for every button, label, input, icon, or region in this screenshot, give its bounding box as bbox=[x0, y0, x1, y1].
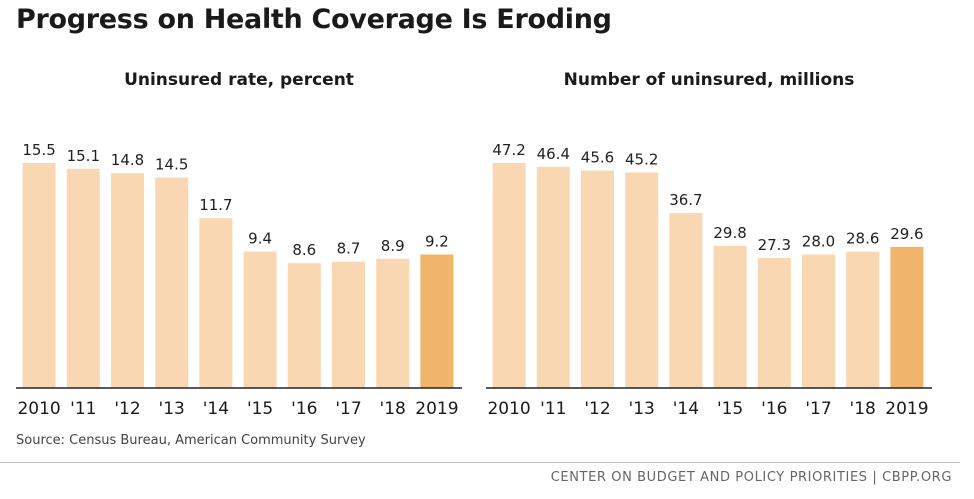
bar-4 bbox=[199, 218, 233, 388]
value-label-0: 15.5 bbox=[22, 141, 55, 159]
bar-7 bbox=[332, 261, 365, 388]
bar-2 bbox=[111, 173, 144, 388]
uninsured-count-plot: 47.2 2010 46.4 '11 45.6 '12 45.2 '13 36.7 '14 29.8… bbox=[486, 141, 932, 419]
bar-3 bbox=[155, 177, 189, 388]
x-tick-label-0: 2010 bbox=[487, 399, 530, 419]
x-tick-label-3: '13 bbox=[629, 399, 655, 419]
footer-divider bbox=[0, 462, 960, 463]
x-tick-label-4: '14 bbox=[203, 399, 229, 419]
value-label-1: 15.1 bbox=[67, 147, 100, 165]
bar-5 bbox=[243, 251, 277, 388]
uninsured-count-chart: Number of uninsured, millions 47.2 2010 46… bbox=[486, 60, 932, 419]
uninsured-rate-chart: Uninsured rate, percent 15.5 2010 15.1'11 1… bbox=[16, 60, 462, 419]
bar-4 bbox=[669, 213, 703, 388]
bar-2 bbox=[581, 170, 614, 388]
value-label-1: 46.4 bbox=[537, 145, 570, 163]
value-label-8: 28.6 bbox=[846, 230, 879, 248]
bar-3 bbox=[625, 172, 659, 388]
value-label-5: 9.4 bbox=[248, 230, 272, 248]
value-label-0: 47.2 bbox=[492, 141, 525, 159]
bar-9 bbox=[890, 246, 924, 388]
value-label-6: 27.3 bbox=[758, 236, 791, 254]
x-tick-label-6: '16 bbox=[291, 399, 317, 419]
value-label-3: 14.5 bbox=[155, 156, 188, 174]
x-tick-label-4: '14 bbox=[673, 399, 699, 419]
x-tick-label-7: '17 bbox=[335, 399, 361, 419]
bar-0 bbox=[492, 163, 526, 388]
footer-credit: CENTER ON BUDGET AND POLICY PRIORITIES |… bbox=[550, 470, 952, 485]
chart-title: Number of uninsured, millions bbox=[563, 70, 855, 90]
value-label-4: 36.7 bbox=[669, 191, 702, 209]
value-label-8: 8.9 bbox=[381, 237, 405, 255]
x-tick-label-3: '13 bbox=[159, 399, 185, 419]
bar-6 bbox=[287, 263, 321, 388]
bar-8 bbox=[376, 258, 410, 388]
page-title: Progress on Health Coverage Is Eroding bbox=[16, 4, 612, 35]
value-label-3: 45.2 bbox=[625, 151, 658, 169]
x-tick-label-9: 2019 bbox=[885, 399, 928, 419]
bar-5 bbox=[713, 245, 747, 388]
bar-0 bbox=[22, 163, 56, 388]
value-label-9: 9.2 bbox=[425, 233, 449, 251]
source-note: Source: Census Bureau, American Communit… bbox=[16, 433, 366, 448]
value-label-6: 8.6 bbox=[292, 241, 316, 259]
x-tick-label-5: '15 bbox=[717, 399, 743, 419]
x-tick-label-8: '18 bbox=[850, 399, 876, 419]
bar-1 bbox=[536, 166, 570, 388]
bar-9 bbox=[420, 254, 454, 388]
value-label-2: 45.6 bbox=[581, 149, 614, 167]
x-tick-label-1: '11 bbox=[70, 399, 96, 419]
uninsured-rate-plot: 15.5 2010 15.1 '11 14.8 '12 14.5 '13 11.7 '14 9.4 '… bbox=[16, 141, 462, 419]
bar-1 bbox=[66, 168, 100, 388]
bar-6 bbox=[757, 257, 791, 388]
x-tick-label-2: '12 bbox=[114, 399, 140, 419]
value-label-7: 28.0 bbox=[802, 233, 835, 251]
value-label-7: 8.7 bbox=[337, 240, 361, 258]
chart-title: Uninsured rate, percent bbox=[124, 70, 354, 90]
x-tick-label-6: '16 bbox=[761, 399, 787, 419]
x-tick-label-8: '18 bbox=[380, 399, 406, 419]
value-label-5: 29.8 bbox=[713, 224, 746, 242]
bar-8 bbox=[846, 251, 880, 388]
value-label-9: 29.6 bbox=[890, 225, 923, 243]
bar-7 bbox=[802, 254, 835, 388]
x-tick-label-7: '17 bbox=[805, 399, 831, 419]
x-tick-label-1: '11 bbox=[540, 399, 566, 419]
x-tick-label-2: '12 bbox=[584, 399, 610, 419]
x-tick-label-5: '15 bbox=[247, 399, 273, 419]
x-tick-label-0: 2010 bbox=[17, 399, 60, 419]
value-label-2: 14.8 bbox=[111, 151, 144, 169]
x-tick-label-9: 2019 bbox=[415, 399, 458, 419]
value-label-4: 11.7 bbox=[199, 196, 232, 214]
